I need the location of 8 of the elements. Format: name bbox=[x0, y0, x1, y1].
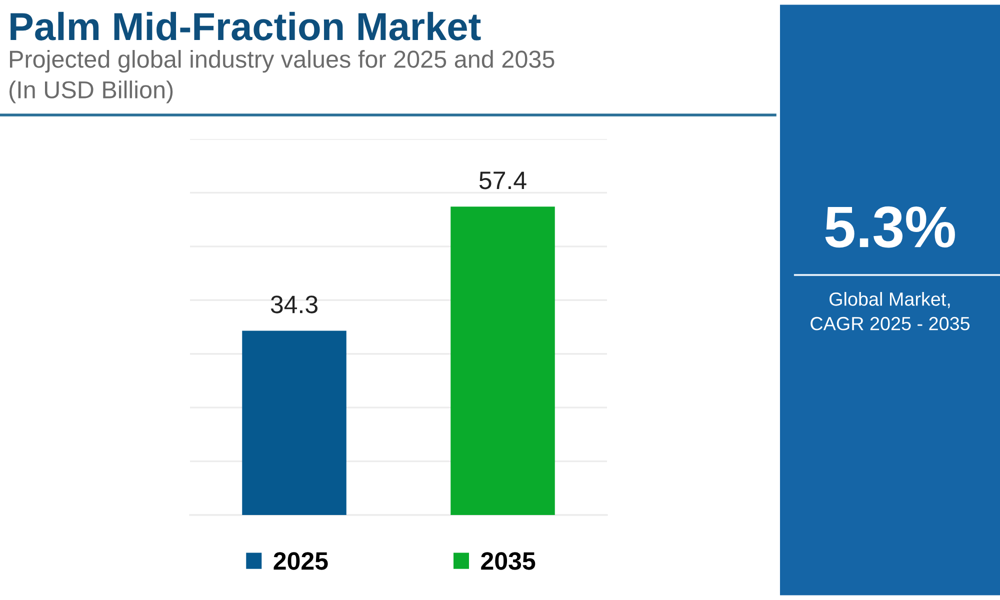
data-label: 57.4 bbox=[479, 172, 526, 190]
legend-label: 2035 bbox=[481, 552, 536, 570]
chart-title: Palm Mid-Fraction Market bbox=[10, 12, 481, 40]
chart-subtitle: Projected global industry values for 2025 and 2035 (In USD Billion) bbox=[10, 50, 554, 104]
data-label: 34.3 bbox=[270, 296, 318, 314]
legend-label: 2025 bbox=[274, 552, 328, 570]
text: Global Market, CAGR 2025 - 2035 bbox=[810, 292, 970, 330]
text: 5.3% bbox=[825, 206, 955, 248]
